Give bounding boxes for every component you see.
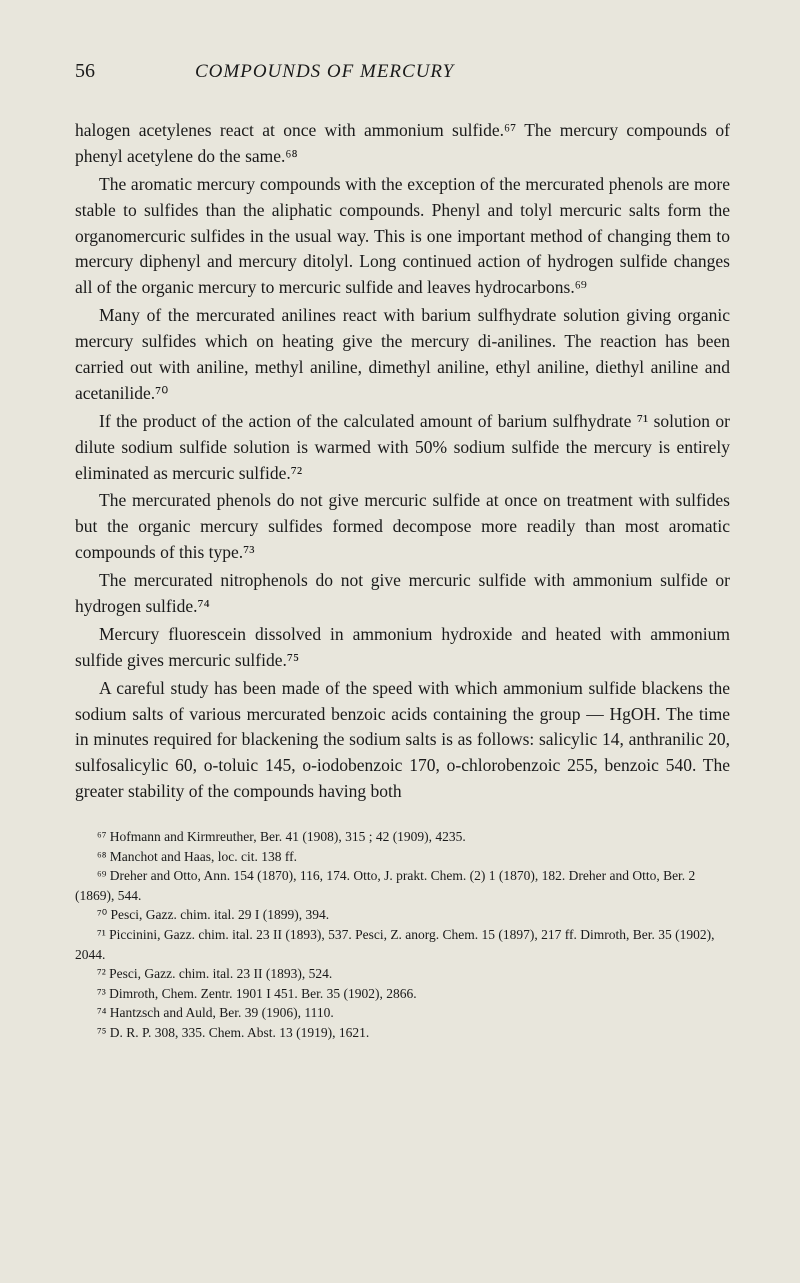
footnote: ⁷³ Dimroth, Chem. Zentr. 1901 I 451. Ber… [75,984,730,1004]
paragraph: A careful study has been made of the spe… [75,676,730,805]
footnote: ⁷¹ Piccinini, Gazz. chim. ital. 23 II (1… [75,925,730,964]
paragraph: The mercurated phenols do not give mercu… [75,488,730,566]
footnote: ⁶⁸ Manchot and Haas, loc. cit. 138 ff. [75,847,730,867]
paragraph: The aromatic mercury compounds with the … [75,172,730,301]
chapter-title: COMPOUNDS OF MERCURY [195,61,454,83]
paragraph: halogen acetylenes react at once with am… [75,118,730,170]
page-header: 56 COMPOUNDS OF MERCURY [75,60,730,83]
footnote: ⁶⁹ Dreher and Otto, Ann. 154 (1870), 116… [75,866,730,905]
paragraph: Many of the mercurated anilines react wi… [75,303,730,407]
footnote: ⁷⁴ Hantzsch and Auld, Ber. 39 (1906), 11… [75,1003,730,1023]
document-page: 56 COMPOUNDS OF MERCURY halogen acetylen… [0,0,800,1092]
paragraph: The mercurated nitrophenols do not give … [75,568,730,620]
footnote: ⁷² Pesci, Gazz. chim. ital. 23 II (1893)… [75,964,730,984]
footnote: ⁷⁵ D. R. P. 308, 335. Chem. Abst. 13 (19… [75,1023,730,1043]
body-text: halogen acetylenes react at once with am… [75,118,730,805]
footnote: ⁶⁷ Hofmann and Kirmreuther, Ber. 41 (190… [75,827,730,847]
footnotes-section: ⁶⁷ Hofmann and Kirmreuther, Ber. 41 (190… [75,827,730,1042]
paragraph: If the product of the action of the calc… [75,409,730,487]
paragraph: Mercury fluorescein dissolved in ammoniu… [75,622,730,674]
footnote: ⁷⁰ Pesci, Gazz. chim. ital. 29 I (1899),… [75,905,730,925]
page-number: 56 [75,60,95,83]
